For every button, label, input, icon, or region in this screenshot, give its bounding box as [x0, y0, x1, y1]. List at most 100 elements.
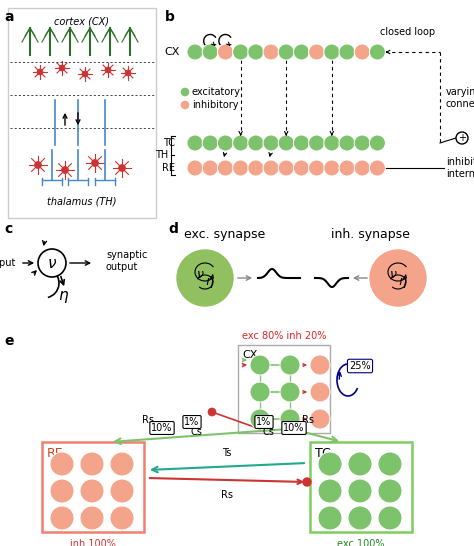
Circle shape: [278, 44, 294, 60]
Circle shape: [369, 135, 385, 151]
Circle shape: [202, 160, 218, 176]
Circle shape: [348, 452, 372, 476]
Text: RE: RE: [162, 163, 175, 173]
Text: d: d: [168, 222, 178, 236]
Circle shape: [125, 70, 131, 76]
Text: 1%: 1%: [256, 417, 272, 427]
Circle shape: [370, 250, 426, 306]
Text: TH: TH: [155, 150, 168, 160]
Circle shape: [303, 478, 311, 486]
Text: $\eta$: $\eta$: [398, 276, 408, 290]
Circle shape: [280, 409, 300, 429]
Text: 25%: 25%: [349, 361, 371, 371]
Circle shape: [339, 135, 355, 151]
Circle shape: [310, 355, 330, 375]
Circle shape: [318, 479, 342, 503]
Circle shape: [250, 355, 270, 375]
Text: $\nu$: $\nu$: [389, 268, 397, 281]
Circle shape: [50, 479, 74, 503]
Circle shape: [110, 452, 134, 476]
Text: c: c: [4, 222, 12, 236]
Circle shape: [354, 44, 370, 60]
Circle shape: [324, 44, 340, 60]
Circle shape: [293, 160, 310, 176]
Circle shape: [80, 506, 104, 530]
Circle shape: [218, 135, 233, 151]
Circle shape: [37, 69, 43, 75]
Circle shape: [110, 479, 134, 503]
FancyBboxPatch shape: [8, 8, 156, 218]
Text: CX: CX: [164, 47, 180, 57]
Text: 10%: 10%: [151, 423, 173, 433]
Circle shape: [456, 132, 468, 144]
Circle shape: [310, 409, 330, 429]
Circle shape: [248, 44, 264, 60]
Text: Ts: Ts: [222, 448, 232, 458]
Circle shape: [248, 160, 264, 176]
Circle shape: [35, 162, 42, 169]
Circle shape: [278, 160, 294, 176]
Circle shape: [293, 44, 310, 60]
Text: exc 100%: exc 100%: [337, 539, 385, 546]
Circle shape: [233, 160, 248, 176]
Circle shape: [38, 249, 66, 277]
Circle shape: [318, 452, 342, 476]
Text: CX: CX: [242, 350, 257, 360]
Text: 1%: 1%: [184, 417, 200, 427]
Circle shape: [62, 167, 69, 174]
Circle shape: [110, 506, 134, 530]
FancyBboxPatch shape: [42, 442, 144, 532]
Circle shape: [80, 452, 104, 476]
Circle shape: [263, 160, 279, 176]
Circle shape: [248, 135, 264, 151]
Circle shape: [233, 44, 248, 60]
Circle shape: [369, 44, 385, 60]
Text: $\nu$: $\nu$: [196, 268, 204, 281]
Text: TC: TC: [315, 447, 331, 460]
Circle shape: [233, 135, 248, 151]
Circle shape: [293, 135, 310, 151]
Circle shape: [218, 160, 233, 176]
Circle shape: [378, 452, 402, 476]
Circle shape: [324, 135, 340, 151]
Text: cortex (CX): cortex (CX): [55, 16, 109, 26]
Circle shape: [263, 44, 279, 60]
Circle shape: [369, 160, 385, 176]
Circle shape: [208, 408, 216, 416]
Circle shape: [59, 65, 65, 71]
Text: $\eta$: $\eta$: [205, 276, 215, 290]
Circle shape: [324, 160, 340, 176]
Circle shape: [310, 382, 330, 402]
Circle shape: [250, 382, 270, 402]
Circle shape: [354, 135, 370, 151]
Text: RE: RE: [47, 447, 64, 460]
Circle shape: [180, 100, 190, 110]
Circle shape: [309, 160, 325, 176]
Circle shape: [177, 250, 233, 306]
Circle shape: [187, 160, 203, 176]
Circle shape: [202, 135, 218, 151]
Circle shape: [80, 479, 104, 503]
Text: +: +: [458, 133, 466, 143]
Circle shape: [339, 44, 355, 60]
Text: input: input: [0, 258, 16, 268]
Text: Cs: Cs: [262, 427, 274, 437]
Circle shape: [378, 479, 402, 503]
FancyBboxPatch shape: [310, 442, 412, 532]
Circle shape: [91, 159, 99, 167]
Circle shape: [187, 44, 203, 60]
Circle shape: [50, 506, 74, 530]
Text: $\eta$: $\eta$: [58, 289, 70, 305]
Circle shape: [339, 160, 355, 176]
Text: Rs: Rs: [302, 415, 314, 425]
Circle shape: [187, 135, 203, 151]
Circle shape: [309, 44, 325, 60]
Text: synaptic
output: synaptic output: [106, 250, 147, 272]
Circle shape: [118, 164, 126, 171]
Circle shape: [348, 479, 372, 503]
Circle shape: [50, 452, 74, 476]
Circle shape: [318, 506, 342, 530]
Text: varying
connectivities: varying connectivities: [446, 87, 474, 109]
Text: exc. synapse: exc. synapse: [184, 228, 265, 241]
Circle shape: [82, 71, 88, 77]
